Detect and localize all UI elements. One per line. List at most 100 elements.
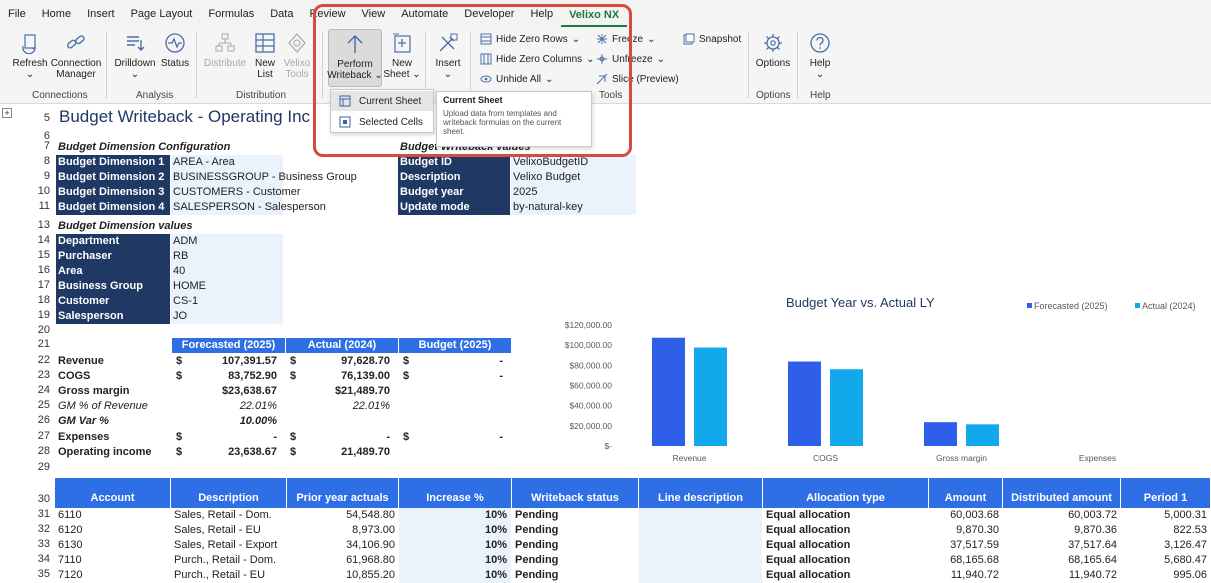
summary-currency[interactable]: $: [290, 370, 297, 382]
table-cell-amount[interactable]: 37,517.59: [950, 539, 999, 551]
row-number[interactable]: 28: [37, 445, 50, 457]
dim-config-label[interactable]: Budget Dimension 2: [56, 170, 170, 185]
hide-zero-rows-button[interactable]: Hide Zero Rows ⌄: [480, 33, 580, 45]
table-cell-amount[interactable]: 68,165.68: [950, 554, 999, 566]
row-number[interactable]: 21: [37, 338, 50, 350]
table-cell-increase[interactable]: 10%: [399, 508, 511, 523]
table-cell-account[interactable]: 7120: [58, 569, 83, 581]
table-cell-increase[interactable]: 10%: [399, 568, 511, 583]
table-cell-line[interactable]: [639, 538, 762, 553]
summary-currency[interactable]: $: [403, 431, 410, 443]
table-cell-distributed[interactable]: 11,940.72: [1068, 569, 1117, 581]
row-number[interactable]: 29: [37, 461, 50, 473]
summary-row-label[interactable]: Expenses: [58, 431, 110, 443]
menu-tab-formulas[interactable]: Formulas: [208, 8, 255, 20]
summary-value[interactable]: $21,489.70: [334, 385, 390, 397]
table-cell-period1[interactable]: 995.06: [1173, 569, 1207, 581]
summary-row-label[interactable]: Revenue: [58, 355, 104, 367]
dim-value-value[interactable]: CS-1: [171, 294, 283, 309]
table-cell-amount[interactable]: 9,870.30: [956, 524, 999, 536]
summary-value[interactable]: $23,638.67: [221, 385, 277, 397]
table-cell-status[interactable]: Pending: [515, 524, 559, 536]
menu-tab-file[interactable]: File: [8, 8, 26, 20]
dim-value-label[interactable]: Purchaser: [56, 249, 170, 264]
summary-header[interactable]: Budget (2025): [399, 338, 511, 353]
perform-writeback-button[interactable]: Perform Writeback ⌄: [327, 29, 383, 87]
row-number[interactable]: 10: [37, 185, 50, 197]
summary-value[interactable]: 10.00%: [239, 415, 277, 427]
table-cell-account[interactable]: 7110: [58, 554, 82, 566]
writeback-value-value[interactable]: VelixoBudgetID: [511, 155, 636, 170]
help-button[interactable]: Help ⌄: [805, 32, 835, 80]
writeback-value-label[interactable]: Budget ID: [398, 155, 510, 170]
writeback-value-value[interactable]: Velixo Budget: [511, 170, 636, 185]
hide-zero-columns-button[interactable]: Hide Zero Columns ⌄: [480, 53, 595, 65]
row-number[interactable]: 25: [37, 399, 50, 411]
row-number[interactable]: 30: [37, 493, 50, 505]
table-cell-line[interactable]: [639, 553, 762, 568]
table-cell-account[interactable]: 6120: [58, 524, 83, 536]
table-cell-account[interactable]: 6110: [58, 509, 82, 521]
table-row[interactable]: 6130 Sales, Retail - Export 34,106.90 10% Pe…: [55, 538, 1211, 553]
row-number[interactable]: 34: [37, 553, 50, 565]
options-button[interactable]: Options: [755, 32, 791, 69]
table-column-header[interactable]: Account: [55, 478, 171, 508]
summary-value[interactable]: -: [499, 431, 503, 443]
insert-button[interactable]: Insert ⌄: [432, 32, 464, 80]
menu-tab-home[interactable]: Home: [41, 8, 72, 20]
table-cell-alloc[interactable]: Equal allocation: [766, 509, 851, 521]
summary-value[interactable]: [413, 399, 503, 414]
dim-value-value[interactable]: ADM: [171, 234, 283, 249]
summary-value[interactable]: 22.01%: [352, 400, 390, 412]
writeback-value-value[interactable]: 2025: [511, 185, 636, 200]
table-column-header[interactable]: Amount: [929, 478, 1003, 508]
table-cell-description[interactable]: Sales, Retail - EU: [174, 524, 261, 536]
status-button[interactable]: Status: [160, 32, 190, 69]
table-cell-description[interactable]: Sales, Retail - Export: [174, 539, 278, 551]
row-number[interactable]: 11: [38, 200, 50, 212]
table-cell-distributed[interactable]: 60,003.72: [1068, 509, 1117, 521]
writeback-value-value[interactable]: by-natural-key: [511, 200, 636, 215]
row-number[interactable]: 24: [37, 384, 50, 396]
summary-currency[interactable]: $: [176, 355, 183, 367]
table-row[interactable]: 6110 Sales, Retail - Dom. 54,548.80 10% Pend…: [55, 508, 1211, 523]
row-number[interactable]: 26: [37, 414, 50, 426]
table-cell-line[interactable]: [639, 508, 762, 523]
summary-value[interactable]: -: [499, 370, 503, 382]
slice-preview-button[interactable]: Slice (Preview): [596, 73, 679, 85]
table-cell-alloc[interactable]: Equal allocation: [766, 554, 851, 566]
menu-tab-page-layout[interactable]: Page Layout: [130, 8, 193, 20]
freeze-button[interactable]: Freeze ⌄: [596, 33, 656, 45]
dim-config-value[interactable]: CUSTOMERS - Customer: [171, 185, 301, 200]
row-number[interactable]: 31: [37, 508, 50, 520]
dim-config-label[interactable]: Budget Dimension 4: [56, 200, 170, 215]
table-cell-prior[interactable]: 54,548.80: [346, 509, 395, 521]
row-number[interactable]: 17: [37, 279, 50, 291]
table-cell-period1[interactable]: 5,000.31: [1164, 509, 1207, 521]
table-cell-prior[interactable]: 34,106.90: [346, 539, 395, 551]
table-column-header[interactable]: Prior year actuals: [287, 478, 399, 508]
summary-value[interactable]: [413, 414, 503, 429]
table-column-header[interactable]: Allocation type: [763, 478, 929, 508]
table-cell-period1[interactable]: 3,126.47: [1164, 539, 1207, 551]
summary-currency[interactable]: $: [176, 446, 183, 458]
summary-value[interactable]: -: [386, 431, 390, 443]
dropdown-item-current-sheet[interactable]: Current Sheet: [331, 91, 433, 111]
menu-tab-review[interactable]: Review: [309, 8, 346, 20]
summary-currency[interactable]: $: [176, 431, 183, 443]
velixo-tools-button[interactable]: Velixo Tools: [283, 32, 311, 80]
dim-value-label[interactable]: Business Group: [56, 279, 170, 294]
table-column-header[interactable]: Distributed amount: [1003, 478, 1121, 508]
table-cell-increase[interactable]: 10%: [399, 538, 511, 553]
summary-value[interactable]: 97,628.70: [341, 355, 390, 367]
row-number[interactable]: 27: [37, 430, 50, 442]
table-cell-distributed[interactable]: 37,517.64: [1068, 539, 1117, 551]
row-number[interactable]: 15: [37, 249, 50, 261]
summary-value[interactable]: 107,391.57: [221, 355, 277, 367]
summary-row-label[interactable]: Operating income: [58, 446, 152, 458]
dim-value-label[interactable]: Customer: [56, 294, 170, 309]
table-column-header[interactable]: Period 1: [1121, 478, 1211, 508]
snapshot-button[interactable]: Snapshot: [683, 33, 741, 45]
dim-value-value[interactable]: RB: [171, 249, 283, 264]
table-column-header[interactable]: Description: [171, 478, 287, 508]
